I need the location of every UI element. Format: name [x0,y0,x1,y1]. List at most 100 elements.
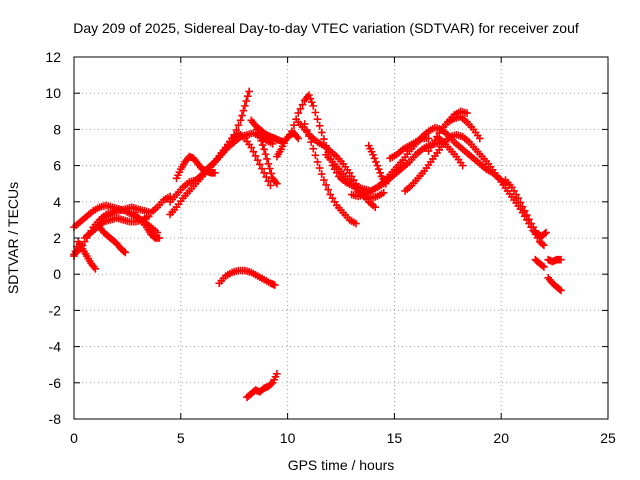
data-series-arc-07 [130,208,164,242]
data-point-interp [311,108,320,117]
data-point [264,159,273,168]
data-point [307,138,315,146]
y-tick-label: -4 [49,339,62,355]
data-point [520,207,529,215]
data-series-arc-21 [347,138,446,201]
data-point-interp [258,164,266,173]
data-point [256,132,264,141]
x-axis: 0 5 10 15 20 25 [70,57,616,446]
data-point-interp [239,106,248,115]
data-point [300,120,309,128]
data-series-arc-23 [386,134,433,163]
data-series-arc-32 [544,274,565,295]
data-point [514,194,523,202]
data-series-arc-10 [172,152,219,183]
data-point-interp [234,121,243,129]
data-point-interp [518,202,527,211]
data-point-interp [238,111,246,120]
data-point [294,134,303,143]
y-tick-label: -6 [49,375,62,391]
data-point-interp [262,173,271,181]
data-point [382,179,390,188]
data-series-arc-22 [364,141,390,188]
data-point [91,264,100,273]
x-axis-label: GPS time / hours [288,457,395,473]
data-point [379,188,388,197]
data-point-interp [309,144,318,153]
x-tick-label: 10 [280,430,296,446]
data-point [260,145,268,154]
y-tick-label: 12 [45,49,61,65]
data-point [313,158,322,166]
data-point-interp [243,92,252,101]
data-point [155,234,164,242]
data-point [273,179,281,188]
data-point [557,255,565,264]
data-point-interp [267,169,276,178]
y-tick-label: 2 [53,230,61,246]
data-point-interp [251,152,260,160]
data-point-interp [261,150,270,158]
data-point [540,241,548,250]
data-point-interp [249,147,258,156]
data-point [309,102,318,110]
data-point-interp [296,105,305,113]
data-point [268,140,277,148]
data-series-arc-14 [215,266,279,289]
data-series-arc-26 [444,107,471,126]
data-point-interp [256,160,264,169]
data-point [557,286,565,295]
data-point [260,169,268,177]
data-point-interp [317,170,326,178]
chart-title: Day 209 of 2025, Sidereal Day-to-day VTE… [73,20,579,36]
data-point [458,161,467,170]
data-point-interp [516,198,525,207]
data-point [424,134,433,143]
data-series-arc-29 [529,226,550,240]
data-point [294,109,303,117]
data-point-interp [298,100,307,109]
data-point [320,176,328,184]
data-point-interp [322,181,330,189]
data-point [211,169,219,177]
y-tick-label: 10 [45,85,61,101]
data-series-arc-31 [544,255,565,266]
data-point [270,281,279,289]
data-series-arc-19 [300,120,360,228]
data-point [371,203,379,212]
data-point-interp [303,126,311,134]
y-tick-label: -8 [49,411,62,427]
data-point-interp [257,137,266,145]
y-axis: -8 -6 -4 -2 0 2 4 6 8 10 12 [45,49,608,427]
x-tick-label: 20 [493,430,509,446]
data-point-interp [525,215,533,224]
data-point-interp [315,164,324,172]
data-series-arc-27 [433,132,467,170]
data-point-interp [266,164,274,173]
data-point [247,143,256,152]
data-point [542,228,550,237]
x-tick-label: 25 [600,430,616,446]
data-point-interp [264,177,273,186]
data-point-interp [263,155,271,163]
data-point-interp [313,115,322,123]
data-point-interp [324,185,332,194]
data-point-interp [317,128,326,137]
x-tick-label: 15 [387,430,403,446]
data-series-arc-15 [243,369,281,402]
data-point [540,263,548,271]
data-point [253,156,262,164]
data-series-arc-12 [247,116,281,188]
data-point [352,219,360,228]
y-tick-label: -2 [49,302,62,318]
data-point [236,116,245,125]
data-point [273,369,281,378]
data-point-interp [320,135,328,143]
data-point-interp [523,211,531,219]
x-tick-label: 5 [177,430,185,446]
data-point [121,248,130,257]
data-point-interp [290,121,298,129]
data-point-interp [242,97,251,105]
